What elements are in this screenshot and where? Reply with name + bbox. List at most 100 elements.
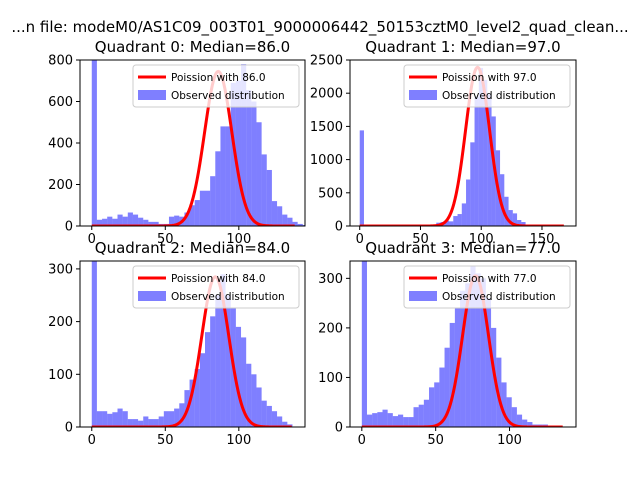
y-tick-label: 0 [65,220,73,235]
y-tick-label: 0 [335,421,343,436]
histogram-bar [517,220,522,226]
histogram-bar [453,216,458,226]
plot-area [91,261,293,427]
histogram-bar [163,411,169,427]
x-tick-label: 50 [157,232,174,247]
y-tick-label: 200 [48,178,73,193]
histogram-bar [372,413,378,427]
y-tick-label: 100 [48,368,73,383]
chart-quadrant-2: 0 50 100 0 100 200 300 Quadrant 2: Median=84.0 P… [48,239,306,448]
legend-bar-label: Observed distribution [171,90,285,102]
x-tick-label: 0 [358,433,366,448]
y-tick-label: 2000 [310,87,343,102]
histogram-bar [132,214,139,226]
histogram-bar [297,223,303,226]
histogram-bar [392,416,399,427]
histogram-bar [225,126,231,226]
histogram-bar [521,222,526,226]
histogram-bar [251,374,257,427]
histogram-bar [107,216,113,226]
legend-line-label: Poission with 97.0 [442,72,537,84]
legend-box [403,64,571,108]
histogram-bar [508,210,513,226]
histogram-bar [158,416,164,427]
histogram-bar [266,169,272,226]
chart-quadrant-3: 0 50 100 0 100 200 300 Quadrant 3: Median=77.0 P… [318,239,577,448]
histogram-bar [117,408,123,427]
legend-box [132,64,300,108]
histogram-bar [102,411,108,427]
histogram-bar [91,261,97,427]
histogram-bar [512,213,518,226]
chart-title: Quadrant 1: Median=97.0 [365,38,560,56]
legend-line-label: Poission with 84.0 [171,273,266,285]
histogram-bar [261,154,267,226]
x-tick-label: 0 [88,433,96,448]
histogram-bar [153,221,159,226]
y-tick-label: 800 [48,54,73,69]
histogram-bar [501,382,507,427]
histogram-bar [230,82,236,226]
histogram-bar [277,416,283,427]
histogram-bar [143,416,149,427]
histogram-bar [96,219,103,226]
histogram-bar [122,216,128,226]
axes-frame [349,260,577,428]
histogram-bar [377,412,383,427]
y-tick-label: 300 [318,272,343,287]
histogram-bar [460,290,466,427]
histogram-bar [251,101,257,226]
x-tick-label: 150 [530,232,555,247]
y-tick-label: 200 [48,315,73,330]
histogram-bar [366,414,373,427]
y-tick-label: 500 [318,186,343,201]
histogram-bar [225,295,231,427]
histogram-bar [174,215,180,226]
histogram-bar [449,221,454,226]
histogram-bar [205,332,211,427]
histogram-bar [449,322,455,427]
histogram-bar [215,151,221,226]
poisson-fit-line [91,69,296,226]
histogram-bar [382,409,388,427]
histogram-bar [194,369,200,427]
histogram-bar [132,419,139,427]
histogram-bar [246,363,252,427]
histogram-bar [112,218,118,226]
histogram-bar [418,404,424,427]
legend-box [403,265,571,309]
histogram-bar [483,79,488,226]
histogram-bar [282,421,288,427]
histogram-bar [189,205,195,226]
histogram-bar [168,411,175,427]
histogram-bar [215,295,221,427]
histogram-bar [480,278,486,427]
legend: Poission with 86.0 Observed distribution [132,64,300,108]
histogram-bar [199,190,205,226]
histogram-bar [282,214,288,226]
legend-bar-label: Observed distribution [171,291,285,303]
histogram-bar [241,64,247,226]
histogram-bar [199,353,205,427]
histogram-bar [292,221,298,226]
x-tick-label: 50 [412,232,429,247]
legend-box [132,265,300,309]
legend-bar-label: Observed distribution [442,291,556,303]
histogram-bar [478,67,484,226]
histogram-bar [210,176,216,226]
legend-bar-swatch [409,90,437,100]
histogram-bar [470,142,475,226]
histogram-bar [122,411,128,427]
axes-frame [349,59,577,227]
y-tick-label: 0 [335,220,343,235]
histogram-bar [387,413,393,427]
histogram-bar [138,420,144,427]
histogram-bar [398,414,404,427]
histogram-bar [504,196,509,226]
legend-line-label: Poission with 86.0 [171,72,266,84]
histogram-bar [261,400,267,427]
histogram-bar [189,379,195,427]
histogram-bar [138,217,144,226]
histogram-bar [184,212,190,226]
